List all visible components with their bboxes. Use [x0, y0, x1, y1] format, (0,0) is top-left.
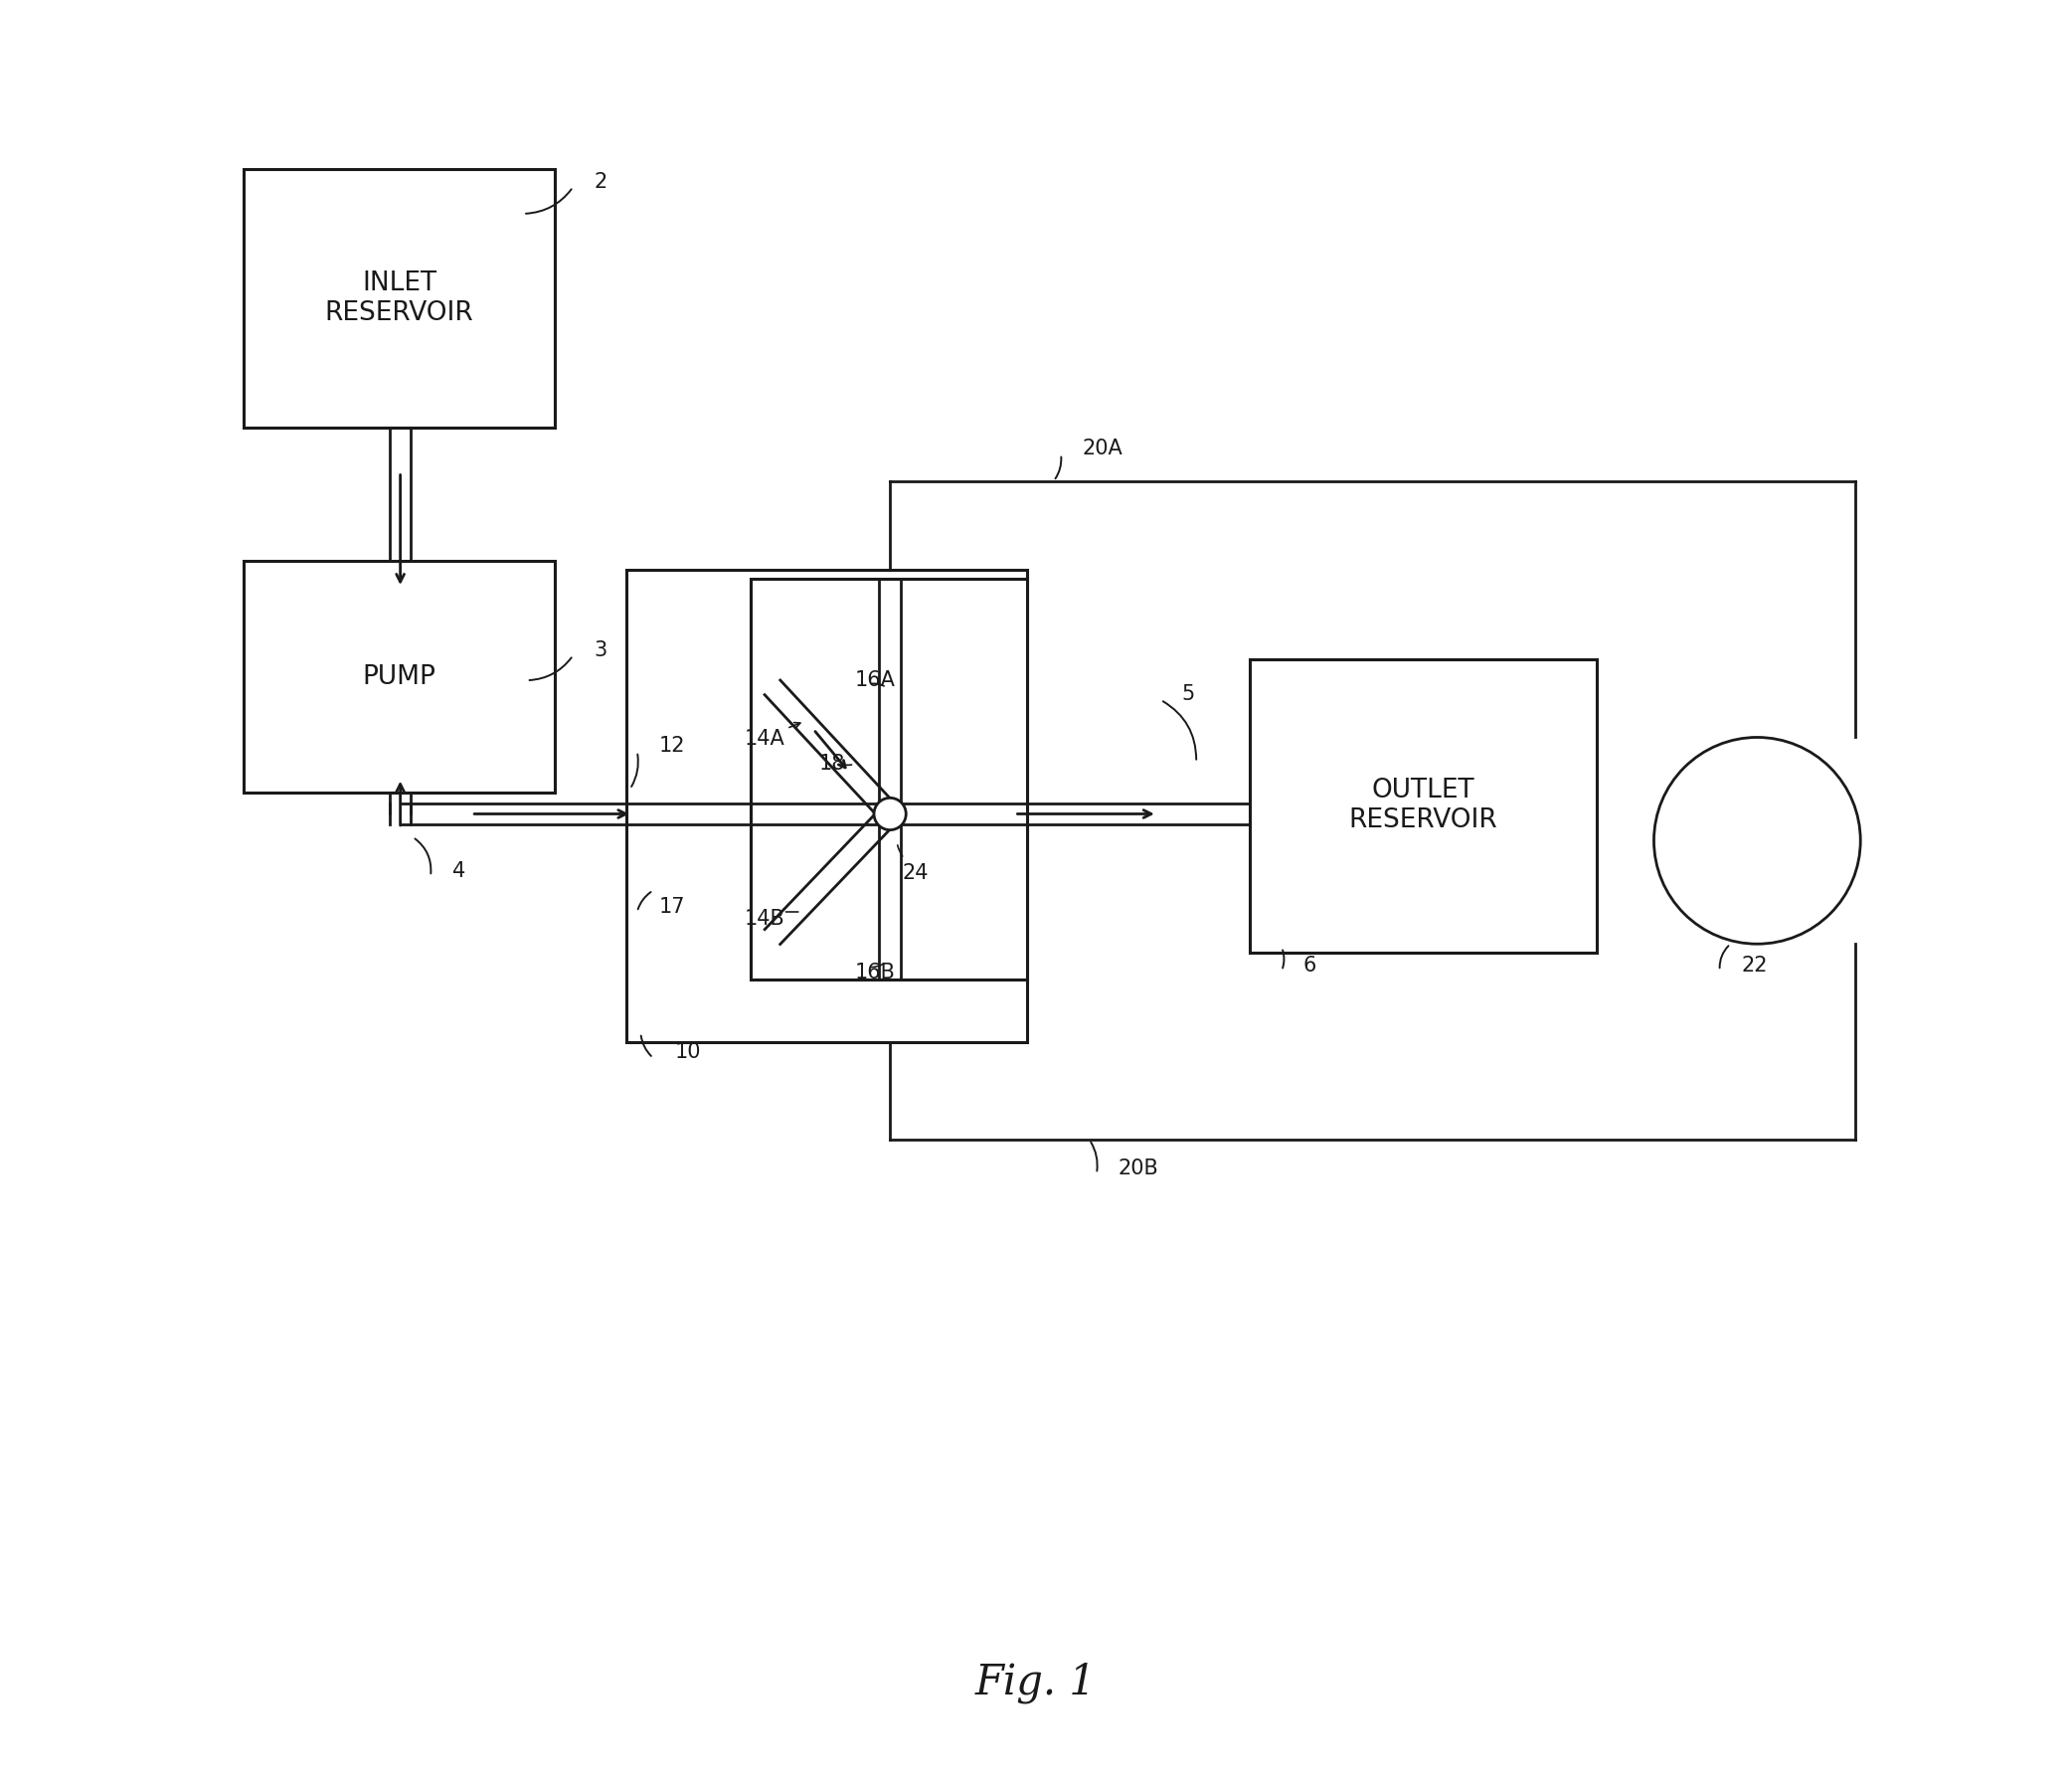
Bar [244, 561, 555, 793]
Text: 4: 4 [452, 860, 464, 882]
Text: Fig. 1: Fig. 1 [976, 1662, 1096, 1704]
Text: 6: 6 [1303, 955, 1316, 976]
Text: 20B: 20B [1119, 1158, 1158, 1179]
Text: 2: 2 [595, 171, 607, 192]
Text: PUMP: PUMP [363, 664, 435, 689]
Text: −: − [1745, 862, 1769, 890]
Circle shape [1653, 737, 1861, 944]
Text: 12: 12 [659, 736, 686, 757]
Circle shape [874, 798, 905, 830]
Text: 5: 5 [1181, 684, 1196, 705]
Text: OUTLET
RESERVOIR: OUTLET RESERVOIR [1349, 778, 1498, 834]
Text: 20A: 20A [1082, 438, 1123, 459]
Text: 14A: 14A [744, 728, 785, 750]
Text: 10: 10 [675, 1042, 700, 1063]
Text: +: + [1745, 794, 1769, 823]
Text: 22: 22 [1740, 955, 1767, 976]
Text: 3: 3 [595, 639, 607, 661]
Text: 24: 24 [903, 862, 928, 883]
Text: 17: 17 [659, 896, 686, 917]
Text: INLET
RESERVOIR: INLET RESERVOIR [325, 271, 474, 326]
Text: 16A: 16A [854, 670, 895, 691]
Bar [244, 169, 555, 427]
Text: 16B: 16B [854, 962, 895, 983]
Text: 18: 18 [818, 753, 845, 775]
Bar [750, 579, 1028, 980]
Bar [626, 570, 1028, 1042]
Text: 14B: 14B [744, 908, 785, 930]
Bar [1249, 659, 1598, 953]
